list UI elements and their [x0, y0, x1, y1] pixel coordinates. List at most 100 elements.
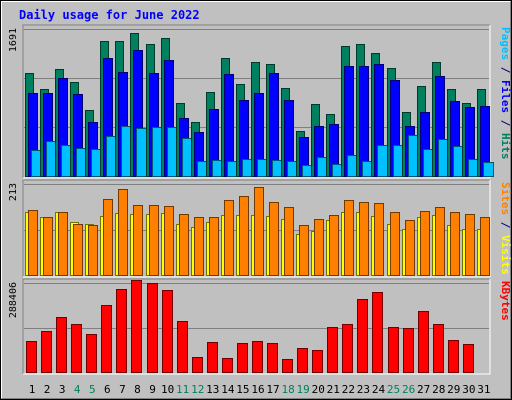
bar-sites-day-19 [299, 225, 309, 276]
bar-kbytes-day-16 [252, 341, 263, 373]
bar-sites-day-30 [465, 214, 475, 276]
bar-sites-day-9 [149, 205, 159, 276]
day-label-20: 20 [312, 383, 325, 396]
bar-kbytes-day-18 [282, 359, 293, 373]
legend-entry: KBytes [499, 281, 512, 321]
bar-sites-day-6 [103, 199, 113, 276]
legend-entry: Sites [499, 182, 512, 215]
bar-kbytes-day-13 [207, 342, 218, 373]
bar-sites-day-5 [88, 225, 98, 276]
bar-sites-day-15 [239, 196, 249, 276]
day-label-19: 19 [297, 383, 310, 396]
panel-border-dark [22, 278, 490, 374]
day-label-5: 5 [89, 383, 96, 396]
day-label-29: 29 [447, 383, 460, 396]
day-label-8: 8 [134, 383, 141, 396]
panel-border-dark [22, 24, 490, 178]
bar-sites-day-20 [314, 219, 324, 276]
series-legend: Sites / Visits [499, 182, 512, 275]
bar-sites-day-4 [73, 224, 83, 276]
legend-entry: / [499, 113, 512, 133]
bar-kbytes-day-27 [418, 311, 429, 373]
bar-sites-day-22 [344, 200, 354, 276]
day-label-30: 30 [462, 383, 475, 396]
bar-sites-day-1 [28, 210, 38, 276]
legend-entry: Visits [499, 235, 512, 275]
bar-kbytes-day-3 [56, 317, 67, 373]
bar-kbytes-day-2 [41, 331, 52, 373]
bar-sites-day-26 [405, 220, 415, 276]
bar-kbytes-day-30 [463, 344, 474, 373]
day-label-25: 25 [387, 383, 400, 396]
bar-kbytes-day-10 [162, 290, 173, 373]
bar-kbytes-day-6 [101, 305, 112, 373]
day-label-15: 15 [236, 383, 249, 396]
bar-sites-day-11 [179, 214, 189, 276]
day-label-3: 3 [59, 383, 66, 396]
bar-kbytes-day-1 [26, 341, 37, 373]
bar-sites-day-3 [58, 212, 68, 276]
bar-sites-day-29 [450, 212, 460, 276]
day-label-2: 2 [44, 383, 51, 396]
bar-sites-day-24 [374, 203, 384, 276]
bar-sites-day-31 [480, 217, 490, 276]
bar-kbytes-day-9 [147, 283, 158, 373]
panel-border-light [23, 180, 491, 278]
day-label-23: 23 [357, 383, 370, 396]
bar-sites-day-2 [43, 217, 53, 276]
bar-kbytes-day-28 [433, 324, 444, 373]
bar-kbytes-day-8 [131, 280, 142, 373]
bar-pages-day-8 [136, 128, 147, 177]
y-max-label: 288406 [8, 282, 19, 318]
bar-sites-day-7 [118, 189, 128, 276]
bar-kbytes-day-29 [448, 340, 459, 373]
bar-sites-day-21 [329, 215, 339, 276]
day-label-12: 12 [191, 383, 204, 396]
bar-sites-day-12 [194, 217, 204, 276]
bar-kbytes-day-15 [237, 343, 248, 373]
day-label-9: 9 [149, 383, 156, 396]
day-label-11: 11 [176, 383, 189, 396]
y-max-label: 213 [8, 183, 19, 201]
day-label-7: 7 [119, 383, 126, 396]
day-label-13: 13 [206, 383, 219, 396]
bar-kbytes-day-17 [267, 343, 278, 373]
day-label-6: 6 [104, 383, 111, 396]
bar-kbytes-day-21 [327, 327, 338, 373]
legend-entry: / [499, 215, 512, 235]
chart-panels: 1691 Pages / Files / Hits 213 Sites / Visit… [8, 24, 512, 375]
legend-entry: Pages [499, 27, 512, 60]
bar-kbytes-day-24 [372, 292, 383, 373]
bar-sites-day-28 [435, 207, 445, 276]
day-label-28: 28 [432, 383, 445, 396]
day-label-10: 10 [161, 383, 174, 396]
bar-pages-day-24 [377, 145, 388, 177]
day-label-26: 26 [402, 383, 415, 396]
bar-pages-day-31 [483, 162, 494, 177]
bar-sites-day-13 [209, 217, 219, 276]
series-legend: Pages / Files / Hits [499, 27, 512, 160]
bar-sites-day-16 [254, 187, 264, 276]
bar-kbytes-day-25 [388, 327, 399, 373]
day-label-17: 17 [266, 383, 279, 396]
day-label-18: 18 [281, 383, 294, 396]
legend-entry: Files [499, 80, 512, 113]
panel-border-dark [22, 179, 490, 277]
day-label-21: 21 [327, 383, 340, 396]
bar-kbytes-day-5 [86, 334, 97, 373]
day-label-22: 22 [342, 383, 355, 396]
day-label-16: 16 [251, 383, 264, 396]
panel-border-light [23, 279, 491, 375]
day-label-27: 27 [417, 383, 430, 396]
y-max-label: 1691 [8, 28, 19, 52]
bar-kbytes-day-19 [297, 348, 308, 373]
bar-sites-day-25 [390, 212, 400, 276]
bar-kbytes-day-12 [192, 357, 203, 373]
legend-entry: / [499, 60, 512, 80]
chart-title: Daily usage for June 2022 [19, 8, 200, 22]
day-label-1: 1 [29, 383, 36, 396]
panel-kbytes: 288406 KBytes [8, 278, 512, 375]
